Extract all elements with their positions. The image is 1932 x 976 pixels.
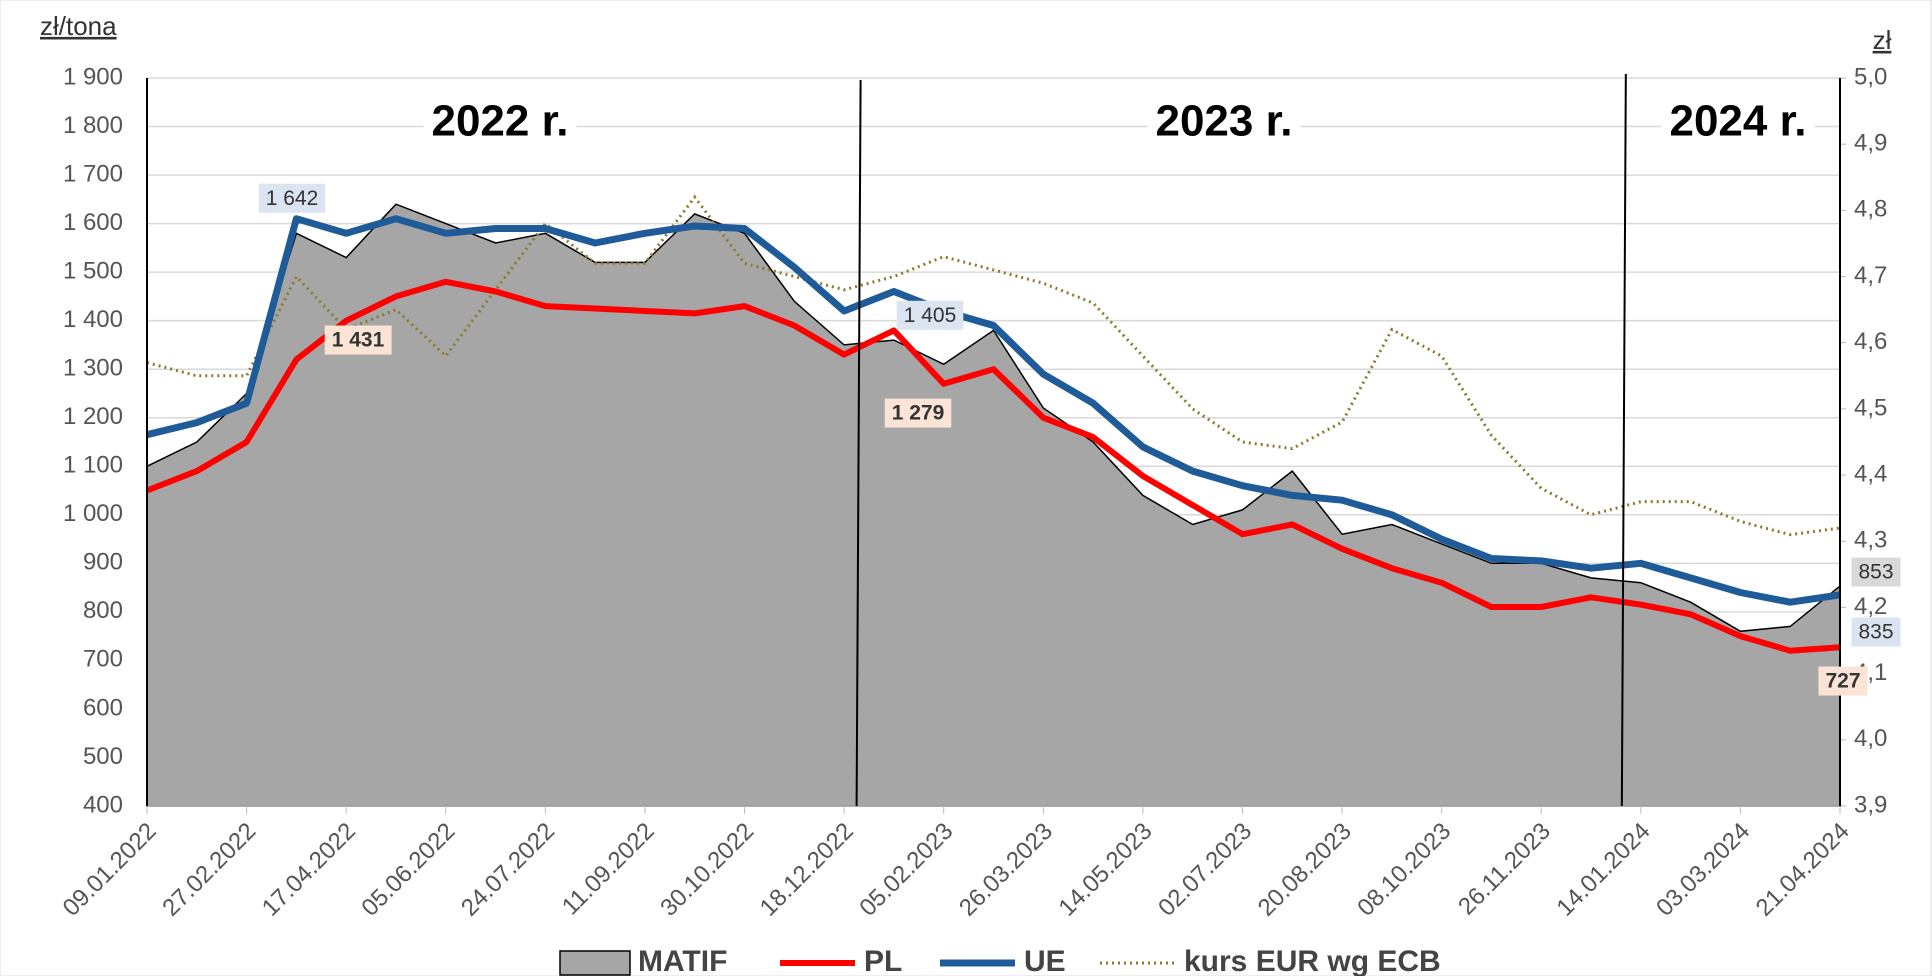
y2-tick-label: 4,7 — [1854, 262, 1887, 289]
y-axis-label: zł/tona — [40, 11, 117, 41]
y-tick-label: 1 300 — [63, 355, 123, 382]
y2-tick-label: 5,0 — [1854, 63, 1887, 90]
y2-tick-label: 4,5 — [1854, 394, 1887, 421]
line — [146, 194, 1841, 537]
annotation-bg — [324, 325, 392, 355]
period-label-bg — [1147, 96, 1301, 146]
annotation: 835 — [1851, 617, 1901, 647]
period-label: 2022 r. — [431, 97, 568, 146]
y-tick-label: 500 — [83, 743, 123, 770]
y2-tick-label: 4,8 — [1854, 196, 1887, 223]
y-tick-label: 1 400 — [63, 306, 123, 333]
y-tick-label: 900 — [83, 549, 123, 576]
y-tick-label: 600 — [83, 694, 123, 721]
annotation-bg — [1818, 666, 1868, 696]
y2-tick-label: 4,9 — [1854, 130, 1887, 157]
y2-axis-label: zł — [1873, 25, 1892, 55]
annotation-bg — [884, 398, 952, 428]
legend-label: MATIF — [638, 945, 727, 976]
y2-tick-label: 4,3 — [1854, 527, 1887, 554]
y-tick-label: 1 800 — [63, 112, 123, 139]
annotation-bg — [258, 183, 326, 213]
annotation-label: 1 405 — [904, 304, 957, 327]
legend-label: UE — [1024, 945, 1066, 976]
legend-label: PL — [864, 945, 902, 976]
annotation-label: 1 279 — [892, 402, 945, 425]
period-label: 2024 r. — [1669, 97, 1806, 146]
y2-tick-label: 3,9 — [1854, 791, 1887, 818]
annotation: 1 431 — [324, 325, 392, 355]
legend-swatch — [559, 950, 631, 976]
annotation-label: 1 642 — [266, 187, 319, 210]
y-tick-label: 1 100 — [63, 452, 123, 479]
period-label-bg — [1661, 96, 1815, 146]
annotation: 1 279 — [884, 398, 952, 428]
annotation-label: 853 — [1858, 561, 1893, 584]
period-divider — [1620, 73, 1627, 807]
annotation: 1 642 — [258, 183, 326, 213]
legend-label: kurs EUR wg ECB — [1184, 945, 1441, 976]
y-tick-label: 700 — [83, 646, 123, 673]
line — [145, 278, 1841, 654]
line — [146, 215, 1841, 606]
y-tick-label: 1 600 — [63, 209, 123, 236]
y-tick-label: 800 — [83, 597, 123, 624]
annotation: 1 405 — [896, 300, 964, 330]
annotation: 727 — [1818, 666, 1868, 696]
annotation-bg — [1851, 557, 1901, 587]
period-label-bg — [423, 96, 577, 146]
y-tick-label: 400 — [83, 791, 123, 818]
y-tick-label: 1 500 — [63, 257, 123, 284]
y2-tick-label: 4,2 — [1854, 593, 1887, 620]
annotation-bg — [896, 300, 964, 330]
annotation-bg — [1851, 617, 1901, 647]
period-label: 2023 r. — [1155, 97, 1292, 146]
annotation-label: 1 431 — [332, 329, 385, 352]
y2-tick-label: 4,6 — [1854, 328, 1887, 355]
y-tick-label: 1 000 — [63, 500, 123, 527]
y-tick-label: 1 900 — [63, 63, 123, 90]
annotation-label: 835 — [1858, 621, 1893, 644]
annotation: 853 — [1851, 557, 1901, 587]
y2-tick-label: 4,4 — [1854, 460, 1887, 487]
annotation-label: 727 — [1825, 670, 1860, 693]
y-tick-label: 1 700 — [63, 160, 123, 187]
y2-tick-label: 4,0 — [1854, 725, 1887, 752]
period-divider — [855, 79, 862, 807]
y-tick-label: 1 200 — [63, 403, 123, 430]
